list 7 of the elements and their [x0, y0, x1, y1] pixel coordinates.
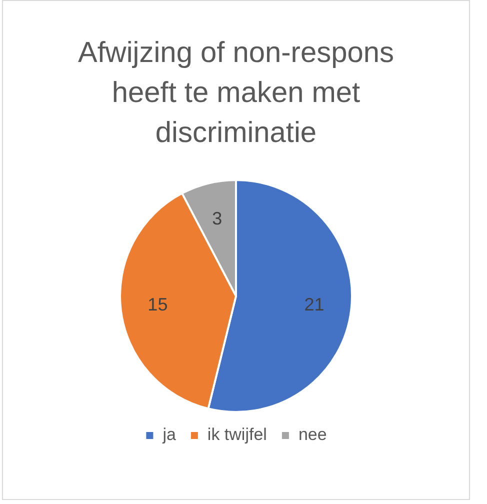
chart-title: Afwijzing of non-respons heeft te maken met discriminatie: [77, 36, 395, 151]
data-label: 21: [304, 294, 324, 314]
data-label: 15: [148, 294, 168, 314]
legend-label: ik twijfel: [207, 425, 267, 444]
legend-label: nee: [298, 425, 327, 444]
legend-label: ja: [162, 425, 176, 444]
data-label: 3: [212, 208, 222, 228]
